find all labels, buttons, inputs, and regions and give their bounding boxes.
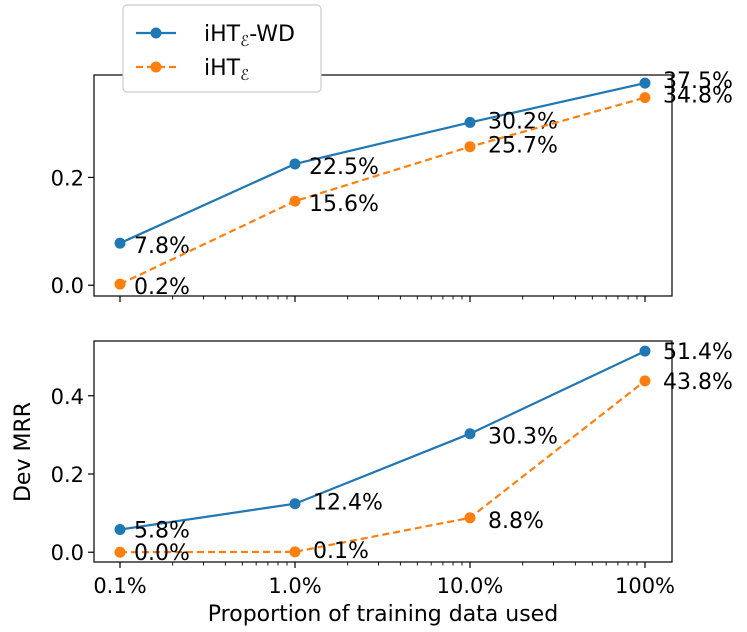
data-label: 5.8% xyxy=(134,519,190,544)
bottom-panel: 0.0 0.2 0.4 0.1% 1.0% 10.0% 100% 5.8% 12.4% 30.3%… xyxy=(51,340,733,598)
x-tick-label: 10.0% xyxy=(437,574,504,598)
legend-marker-iht xyxy=(150,61,162,73)
legend-label-iht: iHTℰ xyxy=(204,56,249,84)
data-label: 8.8% xyxy=(488,509,544,534)
legend-marker-iht-wd xyxy=(150,27,162,39)
data-label: 37.5% xyxy=(663,69,733,94)
legend-label-iht-wd: iHTℰ-WD xyxy=(204,22,295,50)
data-point xyxy=(114,278,126,290)
data-label: 0.2% xyxy=(134,275,190,300)
series-line-iht xyxy=(119,96,646,286)
top-panel-frame xyxy=(93,74,673,297)
y-tick-label: 0.4 xyxy=(51,385,84,409)
data-label: 0.0% xyxy=(134,541,190,566)
data-point xyxy=(639,92,651,104)
data-label: 30.2% xyxy=(488,109,558,134)
data-point xyxy=(464,116,476,128)
data-label: 25.7% xyxy=(488,134,558,159)
y-tick-label: 0.0 xyxy=(51,541,84,565)
y-tick-label: 0.2 xyxy=(51,166,84,190)
data-point xyxy=(639,77,651,89)
data-label: 43.8% xyxy=(663,370,733,395)
data-point xyxy=(289,158,301,170)
data-point xyxy=(639,375,651,387)
data-point xyxy=(289,546,301,558)
x-tick-label: 1.0% xyxy=(268,574,321,598)
data-point xyxy=(464,512,476,524)
x-tick-label: 100% xyxy=(615,574,675,598)
data-point xyxy=(114,524,126,536)
data-point xyxy=(289,498,301,510)
x-axis-label: Proportion of training data used xyxy=(208,602,558,627)
series-line-iht-wd xyxy=(119,82,646,245)
top-panel: 0.00.27.8%22.5%30.2%37.5%0.2%15.6%25.7%3… xyxy=(51,69,733,302)
data-label: 34.8% xyxy=(663,84,733,109)
series-line-iht-wd xyxy=(119,350,646,531)
y-tick-label: 0.0 xyxy=(51,274,84,298)
data-label: 51.4% xyxy=(663,340,733,365)
legend-box xyxy=(122,4,322,93)
data-point xyxy=(114,237,126,249)
data-label: 30.3% xyxy=(488,425,558,450)
y-axis-label: Dev MRR xyxy=(11,402,36,502)
data-label: 15.6% xyxy=(309,192,379,217)
x-tick-label: 0.1% xyxy=(93,574,146,598)
data-point xyxy=(464,141,476,153)
data-label: 0.1% xyxy=(313,539,369,564)
legend: iHTℰ-WD iHTℰ xyxy=(122,4,322,93)
data-label: 12.4% xyxy=(313,491,383,516)
data-point xyxy=(289,195,301,207)
data-label: 22.5% xyxy=(309,155,379,180)
data-point xyxy=(464,428,476,440)
series-line-iht xyxy=(119,380,646,554)
y-tick-label: 0.2 xyxy=(51,463,84,487)
data-point xyxy=(639,345,651,357)
data-point xyxy=(114,546,126,558)
bottom-panel-frame xyxy=(93,340,673,563)
